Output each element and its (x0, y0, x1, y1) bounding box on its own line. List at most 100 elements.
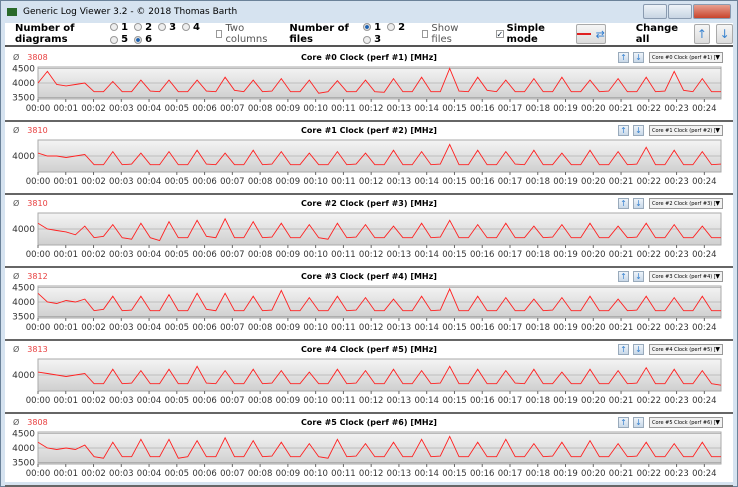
x-tick-label: 00:14 (414, 396, 439, 406)
average-value: 3810 (27, 199, 48, 208)
diagram-radio-5[interactable]: 5 (110, 34, 128, 45)
move-up-button[interactable]: ↑ (618, 417, 629, 428)
average-label: Ø 3810 (13, 199, 48, 208)
close-button[interactable] (693, 4, 731, 19)
radio-label: 2 (145, 21, 153, 33)
x-tick-label: 00:16 (470, 469, 495, 479)
x-tick-label: 00:20 (581, 104, 606, 114)
show-files-checkbox[interactable]: Show files (422, 23, 467, 45)
series-select[interactable]: Core #2 Clock (perf #3) [V ▼ (649, 198, 723, 209)
chart-title: Core #1 Clock (perf #2) [MHz] (301, 126, 437, 135)
chart-title: Core #4 Clock (perf #5) [MHz] (301, 345, 437, 354)
y-tick-label: 4000 (12, 298, 35, 308)
x-tick-label: 00:11 (331, 396, 356, 406)
maximize-button[interactable] (668, 4, 692, 19)
file-radio-1[interactable]: 1 (363, 22, 381, 33)
arrow-up-icon: ↑ (620, 199, 627, 208)
simple-mode-label: Simple mode (506, 23, 545, 45)
x-tick-label: 00:05 (165, 469, 190, 479)
file-radio-3[interactable]: 3 (363, 34, 381, 45)
move-up-all-button[interactable]: ↑ (693, 24, 711, 44)
x-tick-label: 00:01 (54, 323, 79, 333)
x-tick-label: 00:17 (498, 469, 523, 479)
series-select[interactable]: Core #4 Clock (perf #5) [V ▼ (649, 344, 723, 355)
diagram-radio-2[interactable]: 2 (134, 22, 152, 33)
arrow-down-icon: ↓ (635, 199, 642, 208)
x-tick-label: 00:04 (137, 323, 162, 333)
x-tick-label: 00:07 (220, 469, 245, 479)
x-tick-label: 00:24 (692, 104, 717, 114)
move-down-button[interactable]: ↓ (633, 125, 644, 136)
series-select-value: Core #4 Clock (perf #5) [V (652, 347, 720, 353)
x-tick-label: 00:02 (81, 396, 106, 406)
diagram-radio-6[interactable]: 6 (134, 34, 152, 45)
diagram-radio-4[interactable]: 4 (182, 22, 200, 33)
average-label: Ø 3812 (13, 272, 48, 281)
simple-mode-checkbox[interactable]: ✓ Simple mode (495, 23, 558, 45)
x-tick-label: 00:03 (109, 250, 134, 260)
series-select[interactable]: Core #0 Clock (perf #1) [V ▼ (649, 52, 723, 63)
move-up-button[interactable]: ↑ (618, 198, 629, 209)
x-tick-label: 00:11 (331, 250, 356, 260)
move-down-button[interactable]: ↓ (633, 417, 644, 428)
x-tick-label: 00:11 (331, 177, 356, 187)
diagram-radio-3[interactable]: 3 (158, 22, 176, 33)
x-tick-label: 00:17 (498, 250, 523, 260)
series-select[interactable]: Core #3 Clock (perf #4) [V ▼ (649, 271, 723, 282)
file-radio-2[interactable]: 2 (387, 22, 405, 33)
move-up-button[interactable]: ↑ (618, 271, 629, 282)
x-tick-label: 00:20 (581, 469, 606, 479)
x-tick-label: 00:22 (637, 104, 662, 114)
arrow-up-icon: ↑ (620, 53, 627, 62)
x-tick-label: 00:04 (137, 396, 162, 406)
chevron-down-icon: ▼ (715, 127, 720, 134)
series-select[interactable]: Core #1 Clock (perf #2) [V ▼ (649, 125, 723, 136)
two-columns-label: Two columns (225, 23, 268, 45)
x-tick-label: 00:06 (192, 104, 217, 114)
diagram-radio-1[interactable]: 1 (110, 22, 128, 33)
x-tick-label: 00:08 (248, 250, 273, 260)
toolbar: Number of diagrams 1 2 3 4 5 6 Two columns Nu… (5, 22, 733, 47)
y-tick-label: 4000 (12, 79, 35, 89)
line-style-button[interactable]: ⇄ (575, 24, 606, 44)
x-tick-label: 00:15 (442, 177, 467, 187)
two-columns-checkbox[interactable]: Two columns (216, 23, 271, 45)
x-tick-label: 00:23 (664, 396, 689, 406)
move-up-button[interactable]: ↑ (618, 125, 629, 136)
series-select[interactable]: Core #5 Clock (perf #6) [V ▼ (649, 417, 723, 428)
move-down-all-button[interactable]: ↓ (716, 24, 733, 44)
move-up-button[interactable]: ↑ (618, 344, 629, 355)
move-down-button[interactable]: ↓ (633, 344, 644, 355)
y-tick-label: 3500 (12, 313, 35, 323)
move-down-button[interactable]: ↓ (633, 52, 644, 63)
x-tick-label: 00:13 (387, 323, 412, 333)
y-tick-label: 4500 (12, 283, 35, 293)
minimize-button[interactable] (643, 4, 667, 19)
move-down-button[interactable]: ↓ (633, 198, 644, 209)
x-tick-label: 00:08 (248, 323, 273, 333)
x-tick-label: 00:11 (331, 104, 356, 114)
radio-label: 5 (121, 34, 129, 45)
x-tick-label: 00:23 (664, 250, 689, 260)
series-line (37, 435, 721, 459)
x-tick-label: 00:03 (109, 396, 134, 406)
x-tick-label: 00:01 (54, 396, 79, 406)
x-tick-label: 00:12 (359, 104, 384, 114)
move-up-button[interactable]: ↑ (618, 52, 629, 63)
x-tick-label: 00:23 (664, 104, 689, 114)
x-tick-label: 00:08 (248, 396, 273, 406)
move-down-button[interactable]: ↓ (633, 271, 644, 282)
arrow-down-icon: ↓ (635, 418, 642, 427)
arrow-down-icon: ↓ (635, 272, 642, 281)
x-tick-label: 00:03 (109, 177, 134, 187)
x-tick-label: 00:18 (526, 177, 551, 187)
x-tick-label: 00:09 (276, 469, 301, 479)
average-value: 3808 (27, 53, 48, 62)
radio-label: 1 (374, 21, 382, 33)
average-value: 3808 (27, 418, 48, 427)
x-tick-label: 00:17 (498, 104, 523, 114)
x-tick-label: 00:00 (26, 104, 51, 114)
x-tick-label: 00:00 (26, 396, 51, 406)
x-tick-label: 00:05 (165, 250, 190, 260)
